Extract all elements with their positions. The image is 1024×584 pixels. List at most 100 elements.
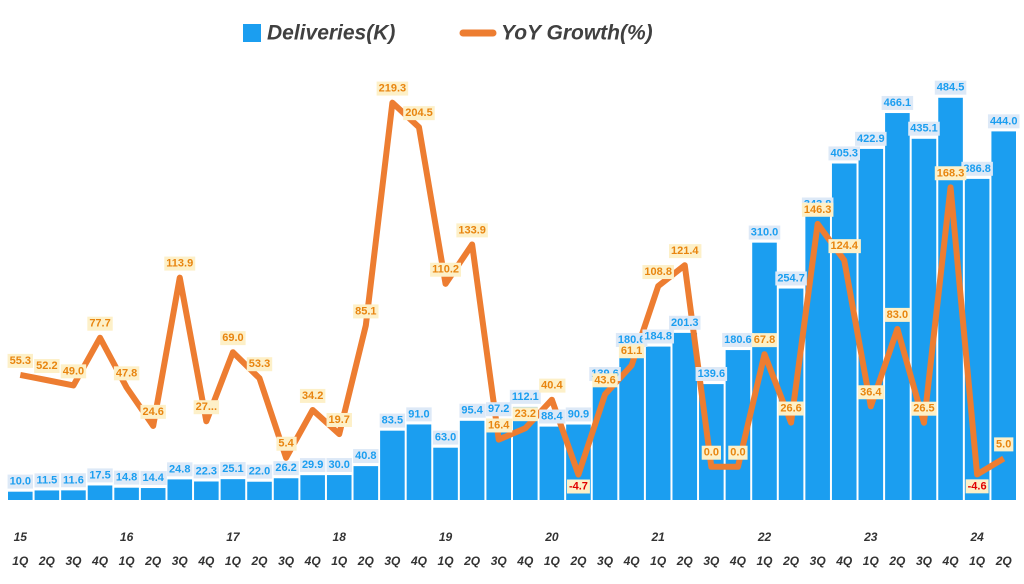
bar bbox=[194, 481, 219, 500]
label-bg bbox=[751, 333, 778, 348]
data-label-text: 61.1 bbox=[621, 345, 642, 357]
label-bg bbox=[642, 265, 674, 280]
data-label: 112.1 bbox=[509, 389, 541, 404]
year-label: 18 bbox=[333, 530, 347, 544]
label-bg bbox=[299, 388, 326, 403]
label-bg bbox=[965, 479, 989, 494]
x-tick-label: 1Q bbox=[756, 554, 773, 568]
label-bg bbox=[775, 271, 807, 286]
data-label-text: 10.0 bbox=[10, 476, 31, 488]
label-bg bbox=[668, 244, 702, 259]
label-bg bbox=[858, 385, 885, 400]
x-tick-label: 3Q bbox=[597, 554, 614, 568]
label-bg bbox=[273, 461, 299, 476]
data-label-text: 77.7 bbox=[89, 318, 110, 330]
legend-label: YoY Growth(%) bbox=[501, 22, 653, 45]
bar bbox=[61, 490, 86, 500]
label-bg bbox=[934, 166, 967, 181]
label-bg bbox=[220, 462, 246, 477]
data-label: 5.4 bbox=[276, 436, 297, 451]
data-label: 201.3 bbox=[668, 315, 701, 330]
data-label-text: 14.8 bbox=[116, 472, 137, 484]
data-label: 0.0 bbox=[701, 445, 721, 460]
label-bg bbox=[566, 479, 590, 494]
label-bg bbox=[592, 373, 618, 388]
data-label-text: 466.1 bbox=[884, 97, 912, 109]
x-tick-label: 4Q bbox=[410, 554, 428, 568]
data-label-text: 43.6 bbox=[594, 374, 615, 386]
data-label-text: 110.2 bbox=[432, 264, 459, 276]
bar bbox=[247, 481, 272, 500]
label-bg bbox=[828, 146, 861, 161]
data-label: 26.2 bbox=[273, 461, 299, 476]
data-label: 22.0 bbox=[246, 464, 273, 479]
data-label-text: 95.4 bbox=[461, 405, 483, 417]
data-label-text: 22.0 bbox=[249, 466, 270, 478]
line bbox=[19, 99, 1006, 478]
bar bbox=[539, 426, 565, 500]
data-label-text: 97.2 bbox=[488, 403, 509, 415]
label-bg bbox=[485, 402, 512, 417]
data-label-text: 22.3 bbox=[196, 465, 217, 477]
label-bg bbox=[276, 436, 297, 451]
data-label-text: 124.4 bbox=[830, 240, 858, 252]
data-label: 0.0 bbox=[728, 445, 748, 460]
data-label: 444.0 bbox=[987, 114, 1020, 129]
data-label: 83.0 bbox=[884, 307, 911, 322]
data-label: 14.4 bbox=[140, 470, 167, 485]
label-bg bbox=[61, 473, 86, 488]
data-label-text: 24.8 bbox=[169, 463, 190, 475]
bar bbox=[406, 424, 432, 500]
label-bg bbox=[376, 81, 409, 96]
data-label: 23.2 bbox=[512, 407, 539, 422]
x-tick-label: 1Q bbox=[331, 554, 348, 568]
bar bbox=[805, 214, 830, 501]
data-label-text: 139.6 bbox=[698, 368, 726, 380]
x-tick-label: 2Q bbox=[676, 554, 694, 568]
label-bg bbox=[353, 304, 379, 319]
x-tick-label: 2Q bbox=[995, 554, 1013, 568]
data-label-text: 26.2 bbox=[275, 462, 296, 474]
data-label: 466.1 bbox=[881, 95, 914, 110]
data-label: 113.9 bbox=[164, 256, 196, 271]
data-label-text: 180.6 bbox=[618, 334, 646, 346]
data-label: 16.4 bbox=[485, 418, 513, 433]
data-label: 97.2 bbox=[485, 402, 512, 417]
data-label-text: 168.3 bbox=[937, 167, 965, 179]
data-label: 77.7 bbox=[87, 316, 113, 331]
data-label-text: 52.2 bbox=[36, 360, 57, 372]
label-bg bbox=[456, 223, 488, 238]
label-bg bbox=[934, 80, 967, 95]
x-tick-label: 2Q bbox=[38, 554, 56, 568]
bar bbox=[353, 466, 379, 500]
label-bg bbox=[246, 464, 273, 479]
data-label-text: 55.3 bbox=[10, 355, 31, 367]
data-label: 11.6 bbox=[61, 473, 86, 488]
data-label: 85.1 bbox=[353, 304, 379, 319]
data-label: 204.5 bbox=[403, 106, 435, 121]
label-bg bbox=[994, 437, 1014, 452]
bar bbox=[220, 479, 246, 500]
data-label: 30.0 bbox=[326, 458, 352, 473]
label-bg bbox=[748, 225, 781, 240]
label-bg bbox=[509, 389, 541, 404]
data-label: 180.6 bbox=[722, 332, 754, 347]
data-label-text: 29.9 bbox=[302, 459, 323, 471]
x-tick-label: 4Q bbox=[91, 554, 109, 568]
data-label-text: 91.0 bbox=[408, 408, 429, 420]
data-label: 22.3 bbox=[193, 464, 220, 479]
x-tick-label: 3Q bbox=[65, 554, 82, 568]
data-label: 121.4 bbox=[668, 244, 702, 259]
data-label: 63.0 bbox=[432, 430, 459, 445]
x-tick-label: 1Q bbox=[969, 554, 986, 568]
x-tick-label: 1Q bbox=[12, 554, 29, 568]
bar bbox=[87, 485, 113, 500]
data-label-text: 254.7 bbox=[777, 272, 805, 284]
x-tick-label: 3Q bbox=[384, 554, 401, 568]
data-label-text: 112.1 bbox=[512, 391, 539, 403]
bar bbox=[831, 163, 857, 500]
year-label: 19 bbox=[439, 530, 453, 544]
data-label: 184.8 bbox=[642, 329, 674, 344]
data-label: 25.1 bbox=[220, 462, 246, 477]
data-label: 29.9 bbox=[299, 458, 326, 473]
